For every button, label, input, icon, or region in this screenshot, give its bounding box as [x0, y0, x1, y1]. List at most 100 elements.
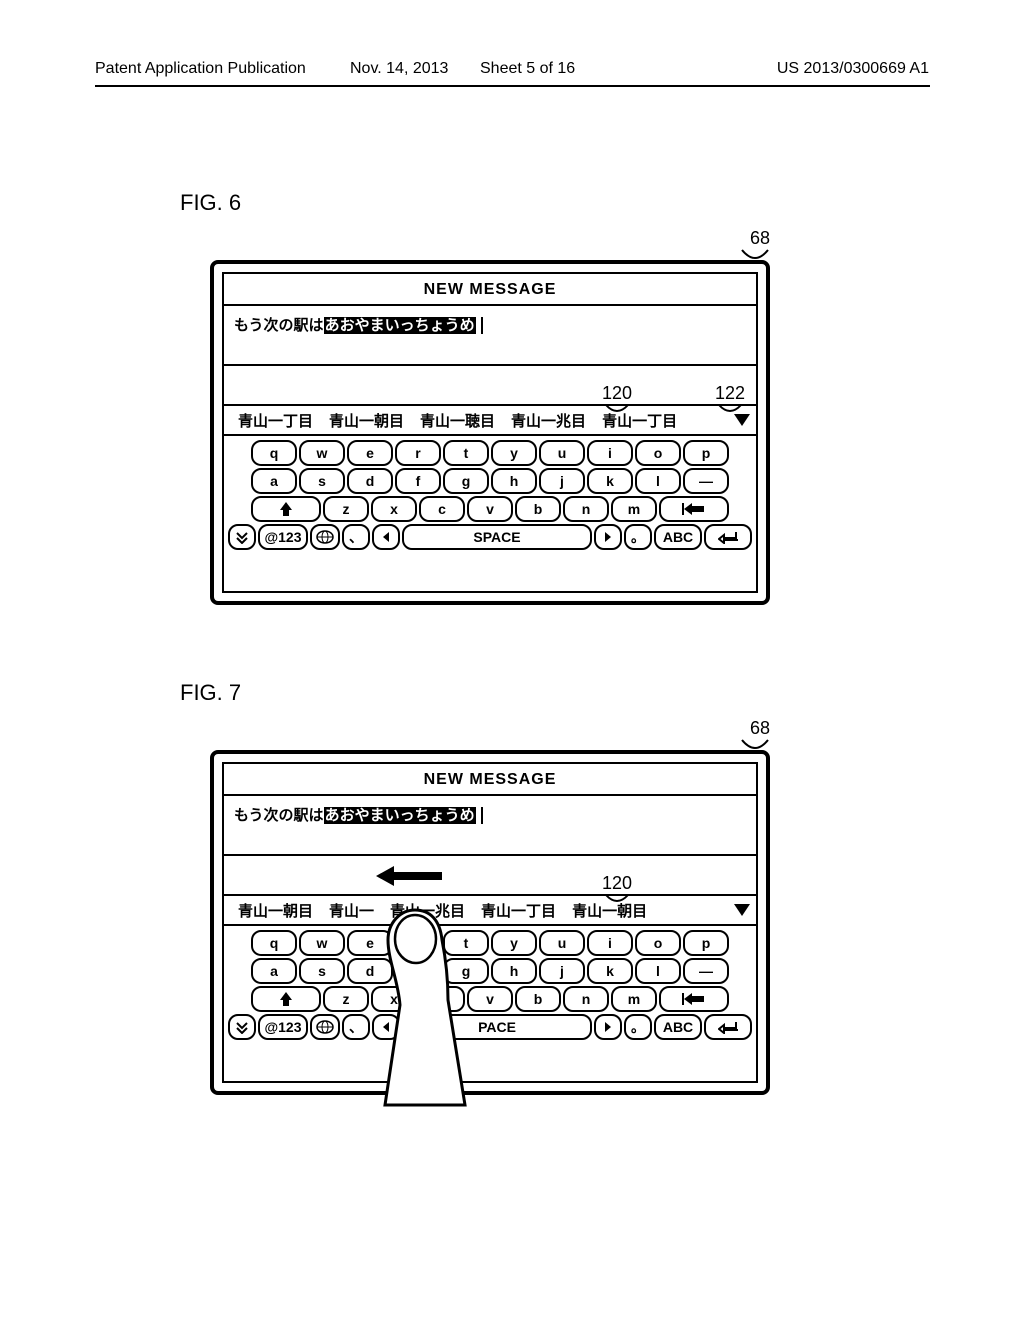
key-r[interactable]: r [395, 930, 441, 956]
candidate-item[interactable]: 青山一朝目 [238, 900, 313, 921]
fig6-device: NEW MESSAGE もう次の駅はあおやまいっちょうめ 青山一丁目 青山一朝目… [210, 260, 770, 605]
key-abc[interactable]: ABC [654, 524, 702, 550]
key-s[interactable]: s [299, 468, 345, 494]
key-dash[interactable]: — [683, 958, 729, 984]
key-globe[interactable] [310, 1014, 340, 1040]
key-n[interactable]: n [563, 986, 609, 1012]
key-v[interactable]: v [467, 496, 513, 522]
key-i[interactable]: i [587, 440, 633, 466]
key-r[interactable]: r [395, 440, 441, 466]
key-p[interactable]: p [683, 440, 729, 466]
key-p[interactable]: p [683, 930, 729, 956]
key-backspace[interactable] [659, 986, 729, 1012]
candidate-item[interactable]: 青山一丁目 [481, 900, 556, 921]
header-left: Patent Application Publication [95, 60, 306, 78]
fig6-text-area[interactable]: もう次の駅はあおやまいっちょうめ [224, 306, 756, 366]
fig6-text-highlight: あおやまいっちょうめ [324, 317, 476, 334]
key-right[interactable] [594, 524, 622, 550]
key-u[interactable]: u [539, 930, 585, 956]
key-w[interactable]: w [299, 930, 345, 956]
key-shift[interactable] [251, 496, 321, 522]
candidate-item[interactable]: 青山一聴目 [420, 410, 495, 431]
key-j[interactable]: j [539, 468, 585, 494]
key-s[interactable]: s [299, 958, 345, 984]
candidate-item[interactable]: 青山一 [329, 900, 374, 921]
key-t[interactable]: t [443, 440, 489, 466]
key-x[interactable]: x [371, 986, 417, 1012]
key-m[interactable]: m [611, 986, 657, 1012]
key-c[interactable]: c [419, 496, 465, 522]
key-enter[interactable] [704, 1014, 752, 1040]
key-f[interactable]: f [395, 958, 441, 984]
header-rule [95, 85, 930, 87]
key-f[interactable]: f [395, 468, 441, 494]
key-o[interactable]: o [635, 440, 681, 466]
key-l[interactable]: l [635, 958, 681, 984]
key-left[interactable] [372, 1014, 400, 1040]
key-h[interactable]: h [491, 468, 537, 494]
key-comma[interactable]: 、 [342, 1014, 370, 1040]
key-w[interactable]: w [299, 440, 345, 466]
key-c[interactable] [419, 986, 465, 1012]
key-b[interactable]: b [515, 496, 561, 522]
arrow-right-icon [603, 531, 613, 543]
key-globe[interactable] [310, 524, 340, 550]
key-right[interactable] [594, 1014, 622, 1040]
key-v[interactable]: v [467, 986, 513, 1012]
globe-icon [316, 530, 334, 544]
key-collapse[interactable] [228, 524, 256, 550]
fig7-callout-120: 120 [602, 873, 632, 894]
expand-candidates-icon[interactable] [734, 904, 750, 916]
key-q[interactable]: q [251, 440, 297, 466]
fig6-candidates[interactable]: 青山一丁目 青山一朝目 青山一聴目 青山一兆目 青山一丁目 [224, 406, 756, 436]
key-backspace[interactable] [659, 496, 729, 522]
key-b[interactable]: b [515, 986, 561, 1012]
key-space[interactable]: SPACE [402, 524, 592, 550]
candidate-item[interactable]: 青山一兆目 [511, 410, 586, 431]
candidate-item[interactable]: 青山一丁目 [238, 410, 313, 431]
key-dash[interactable]: — [683, 468, 729, 494]
key-e[interactable]: e [347, 440, 393, 466]
key-h[interactable]: h [491, 958, 537, 984]
candidate-item[interactable]: 青山一兆目 [390, 900, 465, 921]
key-u[interactable]: u [539, 440, 585, 466]
candidate-item[interactable]: 青山一朝目 [329, 410, 404, 431]
key-z[interactable]: z [323, 986, 369, 1012]
key-i[interactable]: i [587, 930, 633, 956]
globe-icon [316, 1020, 334, 1034]
key-k[interactable]: k [587, 958, 633, 984]
key-at123[interactable]: @123 [258, 1014, 308, 1040]
key-l[interactable]: l [635, 468, 681, 494]
key-y[interactable]: y [491, 930, 537, 956]
key-a[interactable]: a [251, 468, 297, 494]
key-g[interactable]: g [443, 468, 489, 494]
key-space[interactable]: PACE [402, 1014, 592, 1040]
key-e[interactable]: e [347, 930, 393, 956]
key-m[interactable]: m [611, 496, 657, 522]
key-o[interactable]: o [635, 930, 681, 956]
key-k[interactable]: k [587, 468, 633, 494]
key-j[interactable]: j [539, 958, 585, 984]
key-collapse[interactable] [228, 1014, 256, 1040]
key-at123[interactable]: @123 [258, 524, 308, 550]
key-x[interactable]: x [371, 496, 417, 522]
key-t[interactable]: t [443, 930, 489, 956]
fig7-candidates[interactable]: 青山一朝目 青山一 青山一兆目 青山一丁目 青山一朝目 [224, 896, 756, 926]
key-y[interactable]: y [491, 440, 537, 466]
key-g[interactable]: g [443, 958, 489, 984]
key-shift[interactable] [251, 986, 321, 1012]
fig7-text-area[interactable]: もう次の駅はあおやまいっちょうめ [224, 796, 756, 856]
key-d[interactable]: d [347, 958, 393, 984]
key-comma[interactable]: 、 [342, 524, 370, 550]
key-period[interactable]: 。 [624, 1014, 652, 1040]
key-left[interactable] [372, 524, 400, 550]
key-d[interactable]: d [347, 468, 393, 494]
key-q[interactable]: q [251, 930, 297, 956]
key-n[interactable]: n [563, 496, 609, 522]
key-enter[interactable] [704, 524, 752, 550]
key-z[interactable]: z [323, 496, 369, 522]
key-period[interactable]: 。 [624, 524, 652, 550]
key-a[interactable]: a [251, 958, 297, 984]
fig6-callout-120-arc [604, 403, 630, 417]
key-abc[interactable]: ABC [654, 1014, 702, 1040]
